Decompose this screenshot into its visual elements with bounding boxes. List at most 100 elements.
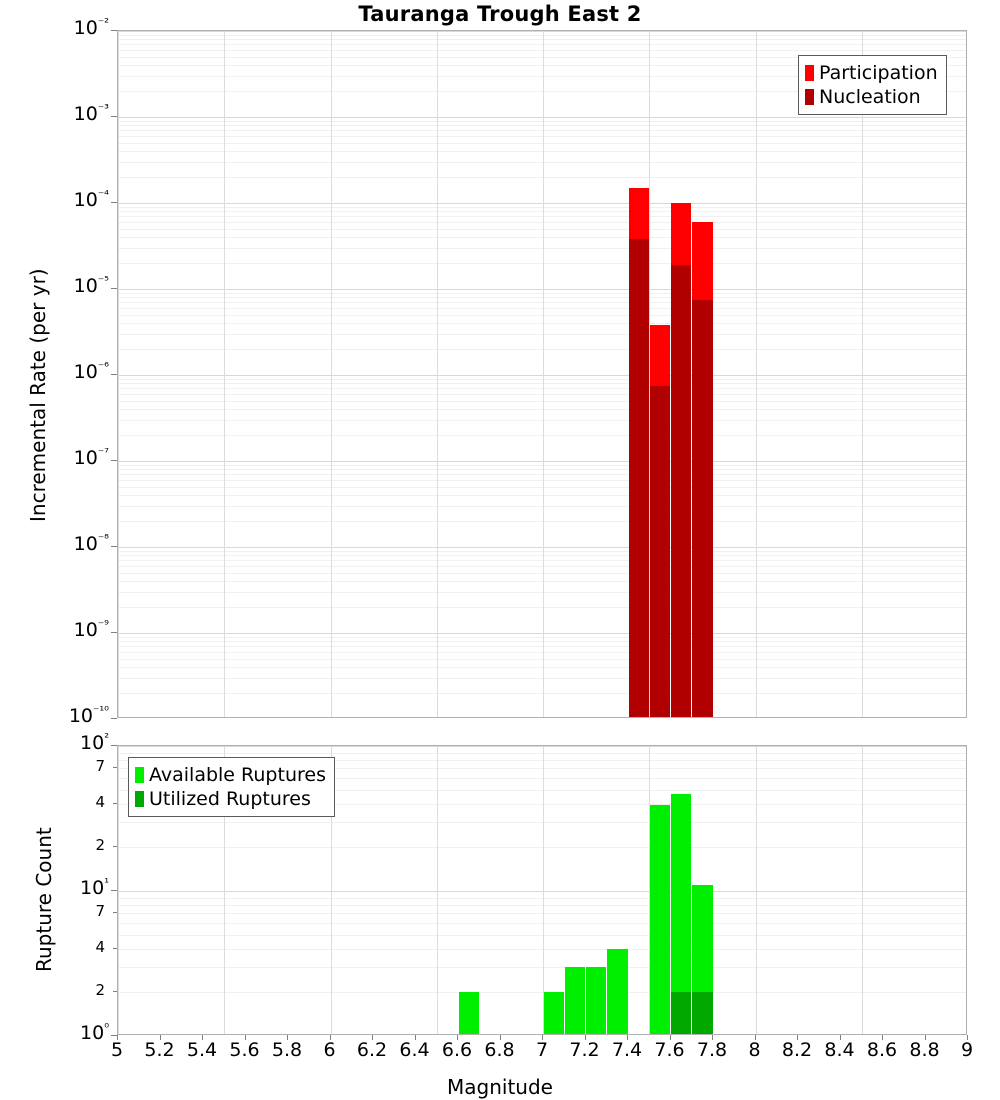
y-tickmark-top <box>111 718 117 719</box>
y-tickmark-top <box>111 288 117 289</box>
gridline-minor <box>118 905 966 907</box>
gridline-minor <box>118 923 966 925</box>
y-tick-bottom: 7 <box>95 757 105 776</box>
x-tickmark <box>839 1035 841 1040</box>
bar-available-m7.2 <box>586 966 607 1034</box>
gridline-minor <box>118 693 966 695</box>
gridline-minor <box>118 521 966 523</box>
gridline-vertical <box>330 746 332 1034</box>
x-tick: 6.6 <box>441 1039 473 1061</box>
gridline-minor <box>118 237 966 239</box>
gridline-minor <box>118 206 966 208</box>
gridline-minor <box>118 125 966 127</box>
legend-incremental-rate: Participation Nucleation <box>798 55 947 115</box>
x-tick: 7.2 <box>569 1039 600 1061</box>
x-tickmark <box>712 1035 713 1040</box>
gridline-minor <box>118 474 966 476</box>
gridline-minor <box>118 292 966 294</box>
x-tickmark <box>924 1035 926 1040</box>
x-tickmark <box>627 1035 628 1040</box>
legend-label: Utilized Ruptures <box>149 787 311 810</box>
y-tickmark-bottom <box>111 745 117 746</box>
gridline-minor <box>118 419 966 421</box>
bar-available-m7.6 <box>671 793 692 1034</box>
x-tick: 7.4 <box>611 1039 643 1061</box>
gridline-vertical <box>118 746 119 1034</box>
gridline-major <box>118 117 966 118</box>
gridline-minor <box>118 486 966 488</box>
legend-swatch-icon <box>805 65 814 81</box>
gridline-vertical <box>118 31 119 717</box>
y-tick-bottom: 10⁰ <box>80 1020 109 1044</box>
gridline-minor <box>118 658 966 660</box>
bar-utilized-m7.6 <box>671 992 692 1034</box>
gridline-minor <box>118 211 966 213</box>
gridline-minor <box>118 803 966 805</box>
gridline-minor <box>118 778 966 780</box>
bar-available-m7 <box>543 992 564 1034</box>
gridline-minor <box>118 75 966 77</box>
bar-available-m7.5 <box>649 805 670 1034</box>
gridline-major <box>118 31 966 32</box>
gridline-major <box>118 375 966 376</box>
y-tickmark-bottom <box>113 767 117 769</box>
gridline-minor <box>118 247 966 249</box>
legend-label: Available Ruptures <box>149 763 326 786</box>
x-tick: 7 <box>535 1039 549 1061</box>
y-tick-top: 10⁻⁴ <box>73 187 109 211</box>
gridline-minor <box>118 550 966 552</box>
gridline-minor <box>118 161 966 163</box>
gridline-minor <box>118 91 966 93</box>
gridline-minor <box>118 314 966 316</box>
x-tickmark <box>414 1035 416 1040</box>
y-tickmark-bottom <box>113 846 117 848</box>
gridline-minor <box>118 607 966 609</box>
y-tick-top: 10⁻³ <box>73 101 109 125</box>
x-tickmark <box>882 1035 883 1040</box>
gridline-vertical <box>755 31 757 717</box>
gridline-minor <box>118 768 966 770</box>
y-tick-bottom: 10² <box>80 730 109 754</box>
gridline-minor <box>118 566 966 568</box>
gridline-minor <box>118 966 966 968</box>
y-tickmark-bottom <box>111 1035 117 1036</box>
y-tickmark-top <box>111 546 117 547</box>
gridline-minor <box>118 948 966 950</box>
y-tickmark-bottom <box>111 890 117 891</box>
legend-rupture-count: Available Ruptures Utilized Ruptures <box>128 757 335 817</box>
gridline-minor <box>118 177 966 179</box>
gridline-minor <box>118 464 966 466</box>
gridline-minor <box>118 555 966 557</box>
gridline-minor <box>118 400 966 402</box>
gridline-minor <box>118 65 966 67</box>
x-tick: 7.6 <box>654 1039 685 1061</box>
y-tick-bottom: 4 <box>95 792 105 811</box>
x-tick: 8 <box>748 1039 761 1061</box>
x-tick: 5.2 <box>144 1039 175 1061</box>
gridline-minor <box>118 383 966 385</box>
gridline-minor <box>118 789 966 791</box>
x-tickmark <box>542 1035 543 1040</box>
gridline-minor <box>118 378 966 380</box>
x-tick: 8.4 <box>824 1039 855 1061</box>
legend-swatch-icon <box>135 767 144 783</box>
gridline-minor <box>118 469 966 471</box>
gridline-vertical <box>436 746 438 1034</box>
gridline-major <box>118 547 966 548</box>
x-tick: 6.4 <box>399 1039 430 1061</box>
legend-item: Utilized Ruptures <box>135 787 326 811</box>
y-tick-top: 10⁻⁸ <box>73 531 109 555</box>
y-tickmark-top <box>111 30 117 31</box>
gridline-minor <box>118 297 966 299</box>
gridline-minor <box>118 760 966 762</box>
y-tick-top: 10⁻⁶ <box>73 359 109 383</box>
y-tick-top: 10⁻² <box>73 15 109 39</box>
y-tickmark-top <box>111 116 117 117</box>
x-tick: 5.6 <box>229 1039 260 1061</box>
gridline-major <box>118 746 966 747</box>
gridline-vertical <box>543 31 544 717</box>
gridline-minor <box>118 495 966 497</box>
gridline-minor <box>118 151 966 153</box>
gridline-minor <box>118 409 966 411</box>
gridline-vertical <box>543 746 544 1034</box>
